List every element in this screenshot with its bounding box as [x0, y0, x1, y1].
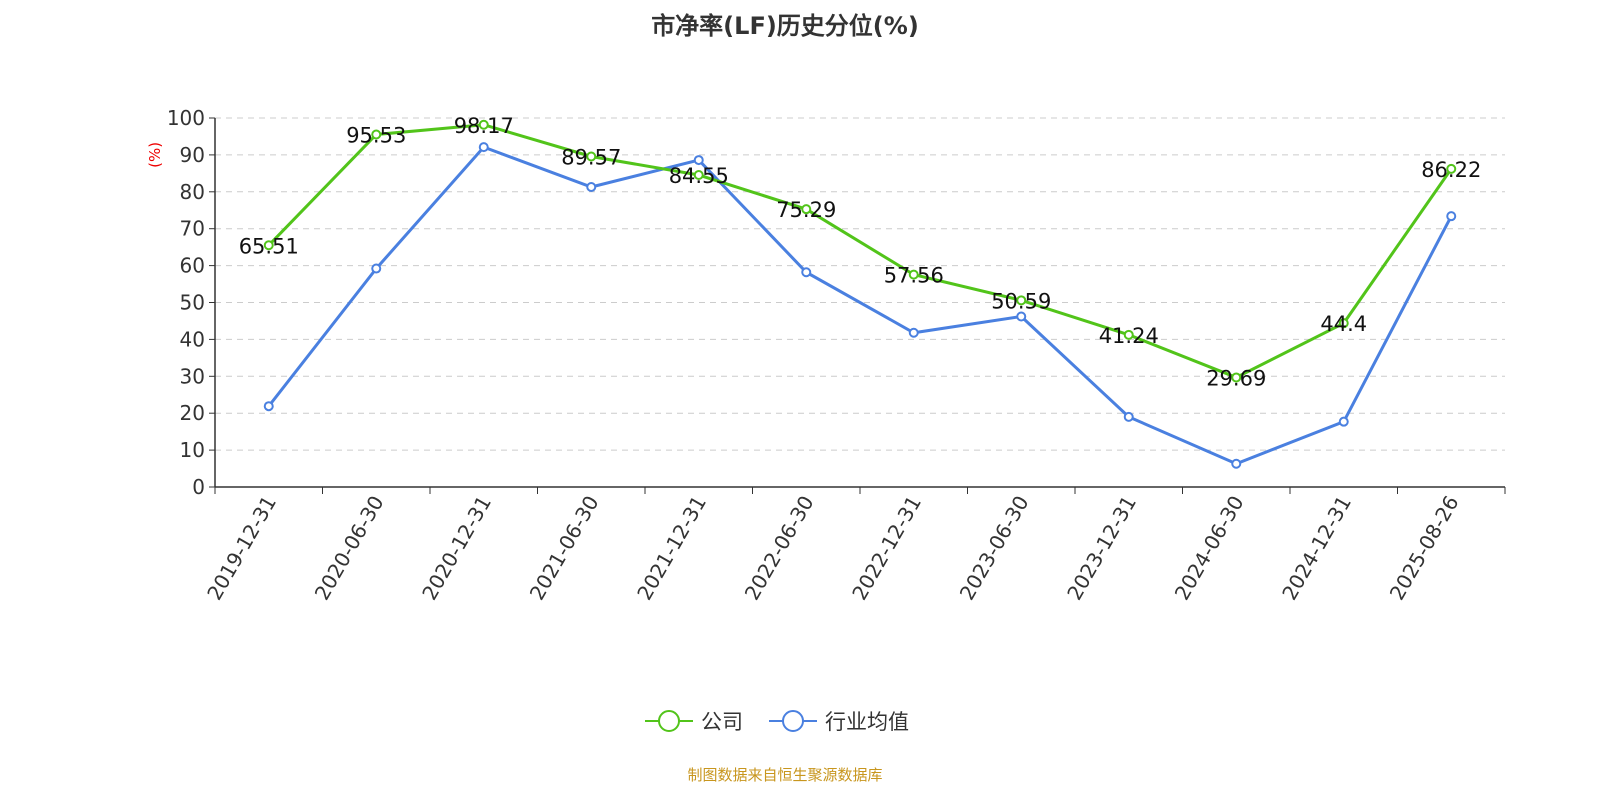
- x-tick-label: 2023-06-30: [955, 492, 1034, 605]
- data-label: 44.4: [1320, 312, 1367, 336]
- data-point[interactable]: [1446, 163, 1457, 174]
- data-point[interactable]: [586, 182, 597, 193]
- y-tick-label: 20: [180, 401, 205, 425]
- data-point[interactable]: [371, 129, 382, 140]
- x-tick-label: 2023-12-31: [1062, 492, 1141, 605]
- legend-item[interactable]: 行业均值: [769, 710, 909, 734]
- data-label: 98.17: [454, 114, 514, 138]
- data-point[interactable]: [371, 263, 382, 274]
- y-tick-label: 40: [180, 327, 205, 351]
- legend-label: 行业均值: [825, 710, 909, 734]
- data-point[interactable]: [478, 142, 489, 153]
- series-line-group: [263, 142, 1457, 469]
- data-point[interactable]: [1338, 416, 1349, 427]
- data-point[interactable]: [586, 151, 597, 162]
- data-point[interactable]: [1231, 458, 1242, 469]
- series-line: [267, 123, 1453, 380]
- data-label: 84.55: [669, 164, 729, 188]
- data-point[interactable]: [1016, 295, 1027, 306]
- data-label: 29.69: [1206, 366, 1266, 390]
- data-point[interactable]: [1338, 318, 1349, 329]
- y-axis-label: (%): [146, 142, 164, 168]
- x-tick-label: 2024-06-30: [1170, 492, 1249, 605]
- x-tick-label: 2020-12-31: [417, 492, 496, 605]
- data-point[interactable]: [263, 401, 274, 412]
- data-point[interactable]: [801, 204, 812, 215]
- x-tick-label: 2020-06-30: [310, 492, 389, 605]
- y-tick-label: 50: [180, 291, 205, 315]
- data-label: 41.24: [1099, 324, 1159, 348]
- data-point[interactable]: [263, 240, 274, 251]
- y-tick-label: 80: [180, 180, 205, 204]
- data-label: 95.53: [346, 123, 406, 147]
- x-tick-label: 2021-12-31: [632, 492, 711, 605]
- legend-label: 公司: [701, 710, 743, 734]
- x-tick-label: 2022-12-31: [847, 492, 926, 605]
- x-tick-label: 2019-12-31: [202, 492, 281, 605]
- y-tick-label: 10: [180, 438, 205, 462]
- data-point[interactable]: [1123, 329, 1134, 340]
- x-tick-label: 2022-06-30: [740, 492, 819, 605]
- legend-circle-icon: [782, 710, 804, 732]
- series-line: [267, 145, 1453, 466]
- data-point[interactable]: [693, 170, 704, 181]
- source-note: 制图数据来自恒生聚源数据库: [687, 766, 883, 784]
- data-point[interactable]: [1231, 372, 1242, 383]
- data-point[interactable]: [908, 269, 919, 280]
- y-tick-label: 70: [180, 217, 205, 241]
- legend-item[interactable]: 公司: [645, 710, 743, 734]
- y-tick-label: 0: [192, 475, 205, 499]
- y-tick-label: 100: [167, 106, 205, 130]
- data-label: 50.59: [991, 289, 1051, 313]
- x-tick-label: 2025-08-26: [1385, 492, 1464, 605]
- y-tick-label: 90: [180, 143, 205, 167]
- data-point[interactable]: [1123, 411, 1134, 422]
- data-label: 89.57: [561, 145, 621, 169]
- series-line-group: 65.51 95.53 98.17 89.57 84.55 75.29 57.56 50.59…: [239, 114, 1482, 391]
- y-tick-label: 30: [180, 364, 205, 388]
- data-label: 57.56: [884, 264, 944, 288]
- chart-title: 市净率(LF)历史分位(%): [651, 12, 919, 40]
- data-point[interactable]: [478, 119, 489, 130]
- data-point[interactable]: [801, 267, 812, 278]
- data-point[interactable]: [1016, 311, 1027, 322]
- y-tick-label: 60: [180, 254, 205, 278]
- legend-circle-icon: [658, 710, 680, 732]
- data-point[interactable]: [908, 327, 919, 338]
- data-label: 86.22: [1421, 158, 1481, 182]
- data-label: 75.29: [776, 198, 836, 222]
- data-label: 65.51: [239, 234, 299, 258]
- data-point[interactable]: [1446, 211, 1457, 222]
- data-point[interactable]: [693, 155, 704, 166]
- x-tick-label: 2024-12-31: [1277, 492, 1356, 605]
- x-tick-label: 2021-06-30: [525, 492, 604, 605]
